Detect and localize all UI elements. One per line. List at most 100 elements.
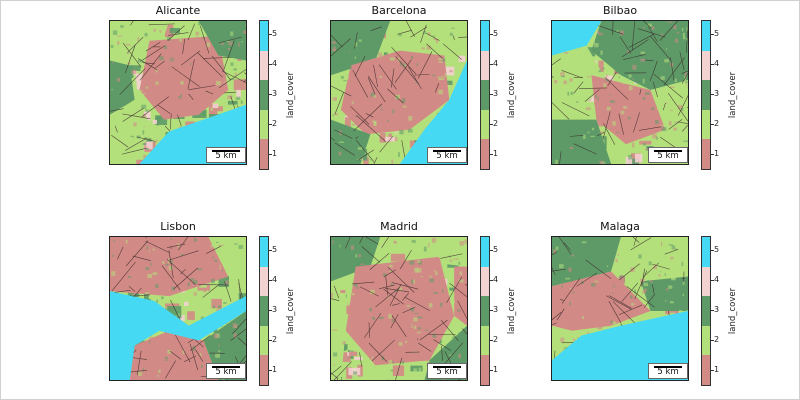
colorbar [259,20,269,170]
colorbar-segment-5 [702,21,710,51]
colorbar-segment-2 [481,325,489,356]
colorbar-segment-1 [702,139,710,169]
colorbar-segment-2 [260,109,268,140]
colorbar-label: land_cover [507,287,517,335]
colorbar-segment-2 [702,109,710,140]
scale-bar: 5 km [427,363,467,379]
colorbar-segment-5 [481,237,489,267]
colorbar-segment-5 [260,21,268,51]
map-area: 5 km [109,20,247,165]
colorbar [480,20,490,170]
colorbar-segment-1 [481,139,489,169]
scale-bar-label: 5 km [215,367,237,377]
land-cover-map [110,21,246,164]
scale-bar-line [212,366,240,368]
colorbar-tick-label: 4 [489,59,499,68]
land-cover-map [552,21,688,164]
colorbar-tick-label: 5 [489,245,499,254]
colorbar-tick-label: 5 [268,245,278,254]
colorbar-tick-label: 2 [710,119,720,128]
colorbar [259,236,269,386]
colorbar-tick-label: 3 [268,89,278,98]
colorbar-tick-label: 2 [489,119,499,128]
colorbar-segment-4 [481,50,489,81]
colorbar [701,236,711,386]
map-area: 5 km [551,236,689,381]
colorbar-segment-1 [481,355,489,385]
colorbar-segment-4 [260,266,268,297]
colorbar-segment-3 [702,296,710,326]
colorbar-label: land_cover [286,71,296,119]
map-area: 5 km [330,236,468,381]
colorbar-label: land_cover [728,71,738,119]
scale-bar: 5 km [648,147,688,163]
scale-bar: 5 km [206,363,246,379]
scale-bar: 5 km [206,147,246,163]
map-area: 5 km [109,236,247,381]
land-cover-map [110,237,246,380]
colorbar-tick-label: 3 [268,305,278,314]
colorbar-segment-1 [702,355,710,385]
colorbar-tick-label: 4 [489,275,499,284]
scale-bar: 5 km [427,147,467,163]
colorbar-segment-2 [260,325,268,356]
panel-title: Alicante [155,4,201,17]
colorbar-tick-label: 4 [268,275,278,284]
land-cover-map [552,237,688,380]
colorbar-segment-5 [260,237,268,267]
colorbar-segment-1 [260,139,268,169]
colorbar-tick-label: 4 [710,59,720,68]
colorbar-segment-3 [260,296,268,326]
colorbar-tick-label: 5 [489,29,499,38]
scale-bar-line [433,366,461,368]
colorbar-segment-3 [481,80,489,110]
map-area: 5 km [551,20,689,165]
scale-bar-label: 5 km [657,367,679,377]
colorbar-segment-3 [260,80,268,110]
colorbar-tick-label: 3 [489,305,499,314]
scale-bar-line [212,150,240,152]
land-cover-map [331,21,467,164]
colorbar-tick-label: 1 [710,149,720,158]
colorbar [480,236,490,386]
colorbar-tick-label: 5 [710,245,720,254]
colorbar-tick-label: 5 [710,29,720,38]
colorbar-segment-4 [702,266,710,297]
scale-bar-line [654,150,682,152]
panel-title: Lisbon [160,220,196,233]
scale-bar: 5 km [648,363,688,379]
colorbar-tick-label: 2 [710,335,720,344]
scale-bar-line [654,366,682,368]
colorbar-tick-label: 5 [268,29,278,38]
colorbar-tick-label: 1 [710,365,720,374]
colorbar-tick-label: 4 [268,59,278,68]
colorbar-tick-label: 2 [268,335,278,344]
colorbar-tick-label: 2 [489,335,499,344]
colorbar-segment-3 [481,296,489,326]
scale-bar-label: 5 km [436,151,458,161]
colorbar-segment-4 [702,50,710,81]
scale-bar-line [433,150,461,152]
panel-title: Bilbao [602,4,638,17]
colorbar-tick-label: 3 [710,89,720,98]
colorbar-segment-4 [481,266,489,297]
colorbar [701,20,711,170]
scale-bar-label: 5 km [215,151,237,161]
colorbar-segment-5 [481,21,489,51]
land-cover-map [331,237,467,380]
map-area: 5 km [330,20,468,165]
colorbar-tick-label: 3 [710,305,720,314]
colorbar-segment-4 [260,50,268,81]
colorbar-tick-label: 1 [268,149,278,158]
colorbar-tick-label: 4 [710,275,720,284]
colorbar-segment-2 [702,325,710,356]
colorbar-segment-1 [260,355,268,385]
colorbar-tick-label: 1 [489,149,499,158]
panel-title: Barcelona [371,4,427,17]
colorbar-tick-label: 1 [268,365,278,374]
colorbar-label: land_cover [728,287,738,335]
colorbar-segment-5 [702,237,710,267]
panel-title: Madrid [380,220,418,233]
scale-bar-label: 5 km [657,151,679,161]
